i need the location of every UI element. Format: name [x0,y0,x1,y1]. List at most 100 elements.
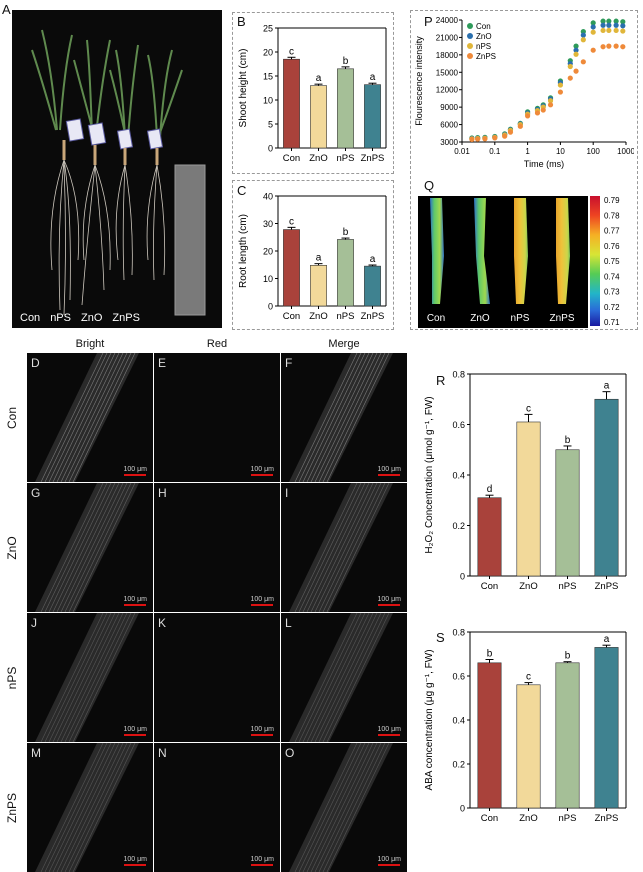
root-shape [35,483,139,612]
significance-letter: c [289,46,294,57]
root-image [289,613,393,742]
root-fiber [40,613,104,742]
data-point [507,129,514,135]
y-tick-label: 0.8 [452,370,465,380]
bar-zno [310,265,327,307]
root-fiber [40,353,104,482]
micro-panel-znps-bright: M 100 μm [27,743,153,872]
x-tick-label: 10 [556,147,565,156]
significance-letter: b [487,649,493,660]
root-image [35,613,139,742]
y-axis-label: Shoot height (cm) [238,49,249,128]
heatmap-label: nPS [511,313,530,324]
root-fiber [314,483,378,612]
series-con [469,18,626,141]
micro-panel-letter: I [285,486,289,500]
bar-nps [555,449,580,577]
scale-bar-line [124,864,147,866]
y-tick-label: 15000 [436,68,459,77]
micro-column-red: Red [206,338,228,350]
data-point [557,82,563,88]
bar-znps [594,647,619,809]
significance-letter: a [316,73,322,84]
root-fiber [302,613,366,742]
significance-letter: b [343,227,349,238]
data-point [613,18,619,24]
x-tick-label: 0.1 [489,147,501,156]
data-point [580,32,586,38]
significance-letter: a [604,634,610,645]
significance-letter: c [289,216,294,227]
bar-con [477,662,502,809]
significance-letter: b [565,435,571,446]
data-point [573,47,579,53]
micro-panel-letter: D [31,356,40,370]
y-tick-label: 40 [263,192,273,202]
y-tick-label: 25 [263,24,273,34]
data-point [600,44,606,50]
root-fiber [72,353,136,482]
data-point [606,22,612,28]
y-tick-label: 3000 [440,138,458,147]
data-point [567,63,573,70]
data-point [590,47,596,53]
scale-bar-line [378,864,401,866]
photo-label-con: Con [20,312,41,324]
micro-panel-con-merge: F 100 μm [281,353,407,482]
legend-marker [467,33,473,39]
bar-nps [555,662,580,809]
bar-zno [516,421,541,577]
micro-row-nps: nPS [5,666,19,690]
x-tick-label: 0.01 [454,147,470,156]
panel-label-c: C [237,183,247,198]
scale-bar-line [251,734,274,736]
significance-letter: c [526,672,531,683]
root-fiber [56,353,120,482]
x-tick-label: ZnPS [595,581,619,592]
data-point [540,107,546,113]
scale-bar-label: 100 μm [377,466,402,473]
micro-row-con: Con [5,407,19,430]
micro-panel-znps-red: N 100 μm [154,743,280,872]
x-tick-label: ZnO [519,813,537,824]
root-fiber [298,483,362,612]
scale-bar-line [124,604,147,606]
chart-h2o2: 0 0.2 0.4 0.6 0.8 d Con c ZnO b nPS a ZnPS H₂O₂ Conce… [424,370,627,592]
scale-bar-label: 100 μm [123,596,148,603]
y-tick-label: 0.2 [452,521,465,531]
x-tick-label: nPS [559,813,577,824]
y-tick-label: 6000 [440,121,458,130]
y-tick-label: 10 [263,96,273,106]
micro-panel-nps-merge: L 100 μm [281,613,407,742]
colorbar-tick-label: 0.74 [604,272,620,281]
significance-letter: a [370,254,376,265]
bar-zno [310,85,327,149]
root-image [289,483,393,612]
root-fiber [318,353,382,482]
y-tick-label: 0.6 [452,672,465,682]
heatmap-label: ZnO [470,313,490,324]
scale-bar-line [378,474,401,476]
root-fiber [52,353,116,482]
y-tick-label: 5 [268,120,273,130]
data-point [606,43,612,49]
root-fiber [68,353,132,482]
data-point [469,136,475,142]
photo-a-labels: Con nPS ZnO ZnPS [20,312,220,324]
micro-panel-letter: N [158,746,167,760]
root-fiber [60,613,124,742]
root-fiber [322,353,386,482]
root-fiber [48,353,112,482]
x-tick-label: ZnO [309,153,327,164]
bar-nps [337,239,354,307]
micro-panel-zno-merge: I 100 μm [281,483,407,612]
y-axis-label: Root length (cm) [238,214,249,288]
y-tick-label: 12000 [436,86,459,95]
scale-bar: 100 μm [124,466,147,476]
root-fiber [72,613,136,742]
colorbar-tick-label: 0.72 [604,303,620,312]
y-tick-label: 18000 [436,51,459,60]
bar-znps [364,84,381,149]
scale-bar: 100 μm [378,726,401,736]
data-point [567,75,573,81]
